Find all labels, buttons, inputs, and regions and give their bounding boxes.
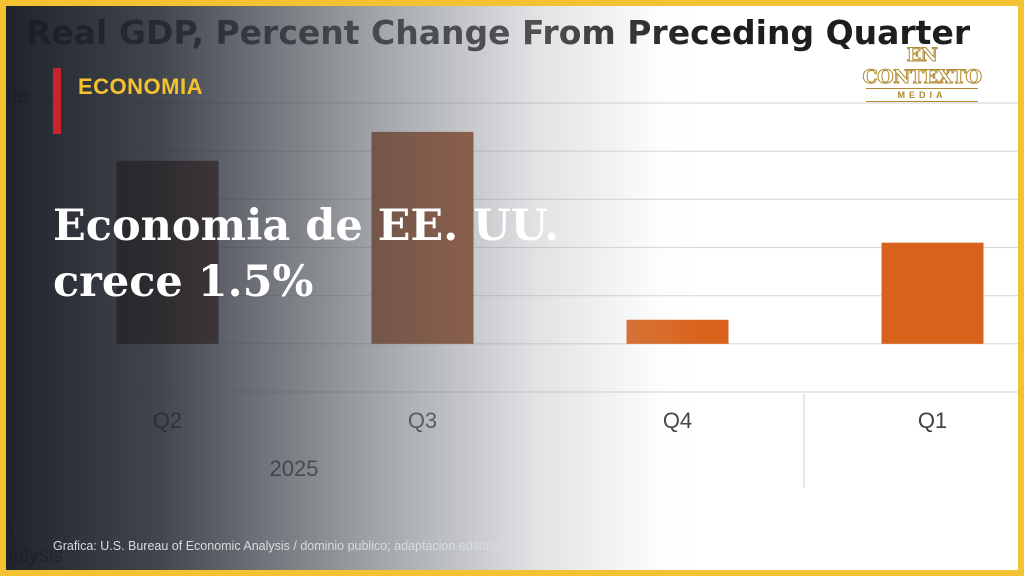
section-accent-bar: [53, 68, 61, 134]
bar-q1: [881, 242, 984, 344]
image-credit: Grafica: U.S. Bureau of Economic Analysi…: [53, 539, 503, 553]
x-tick-label: Q1: [918, 408, 947, 433]
brand-logo: EN CONTEXTO MEDIA: [852, 44, 992, 102]
bar-q4: [626, 319, 729, 344]
headline-line-2: crece 1.5%: [53, 257, 314, 307]
headline-line-1: Economia de EE. UU.: [53, 201, 560, 251]
x-tick-label: Q3: [408, 408, 437, 433]
x-group-label: 2025: [270, 456, 319, 481]
x-tick-label: Q2: [153, 408, 182, 433]
headline: Economia de EE. UU. crece 1.5%: [53, 198, 613, 310]
logo-subtitle: MEDIA: [866, 88, 978, 102]
logo-wordmark: EN CONTEXTO: [862, 44, 983, 89]
source-fragment-line1: ct: [6, 517, 14, 539]
section-label: ECONOMIA: [78, 74, 203, 99]
x-tick-label: Q4: [663, 408, 692, 433]
chart-title: Real GDP, Percent Change From Preceding …: [26, 13, 971, 52]
y-axis-label: rate: [6, 85, 28, 107]
